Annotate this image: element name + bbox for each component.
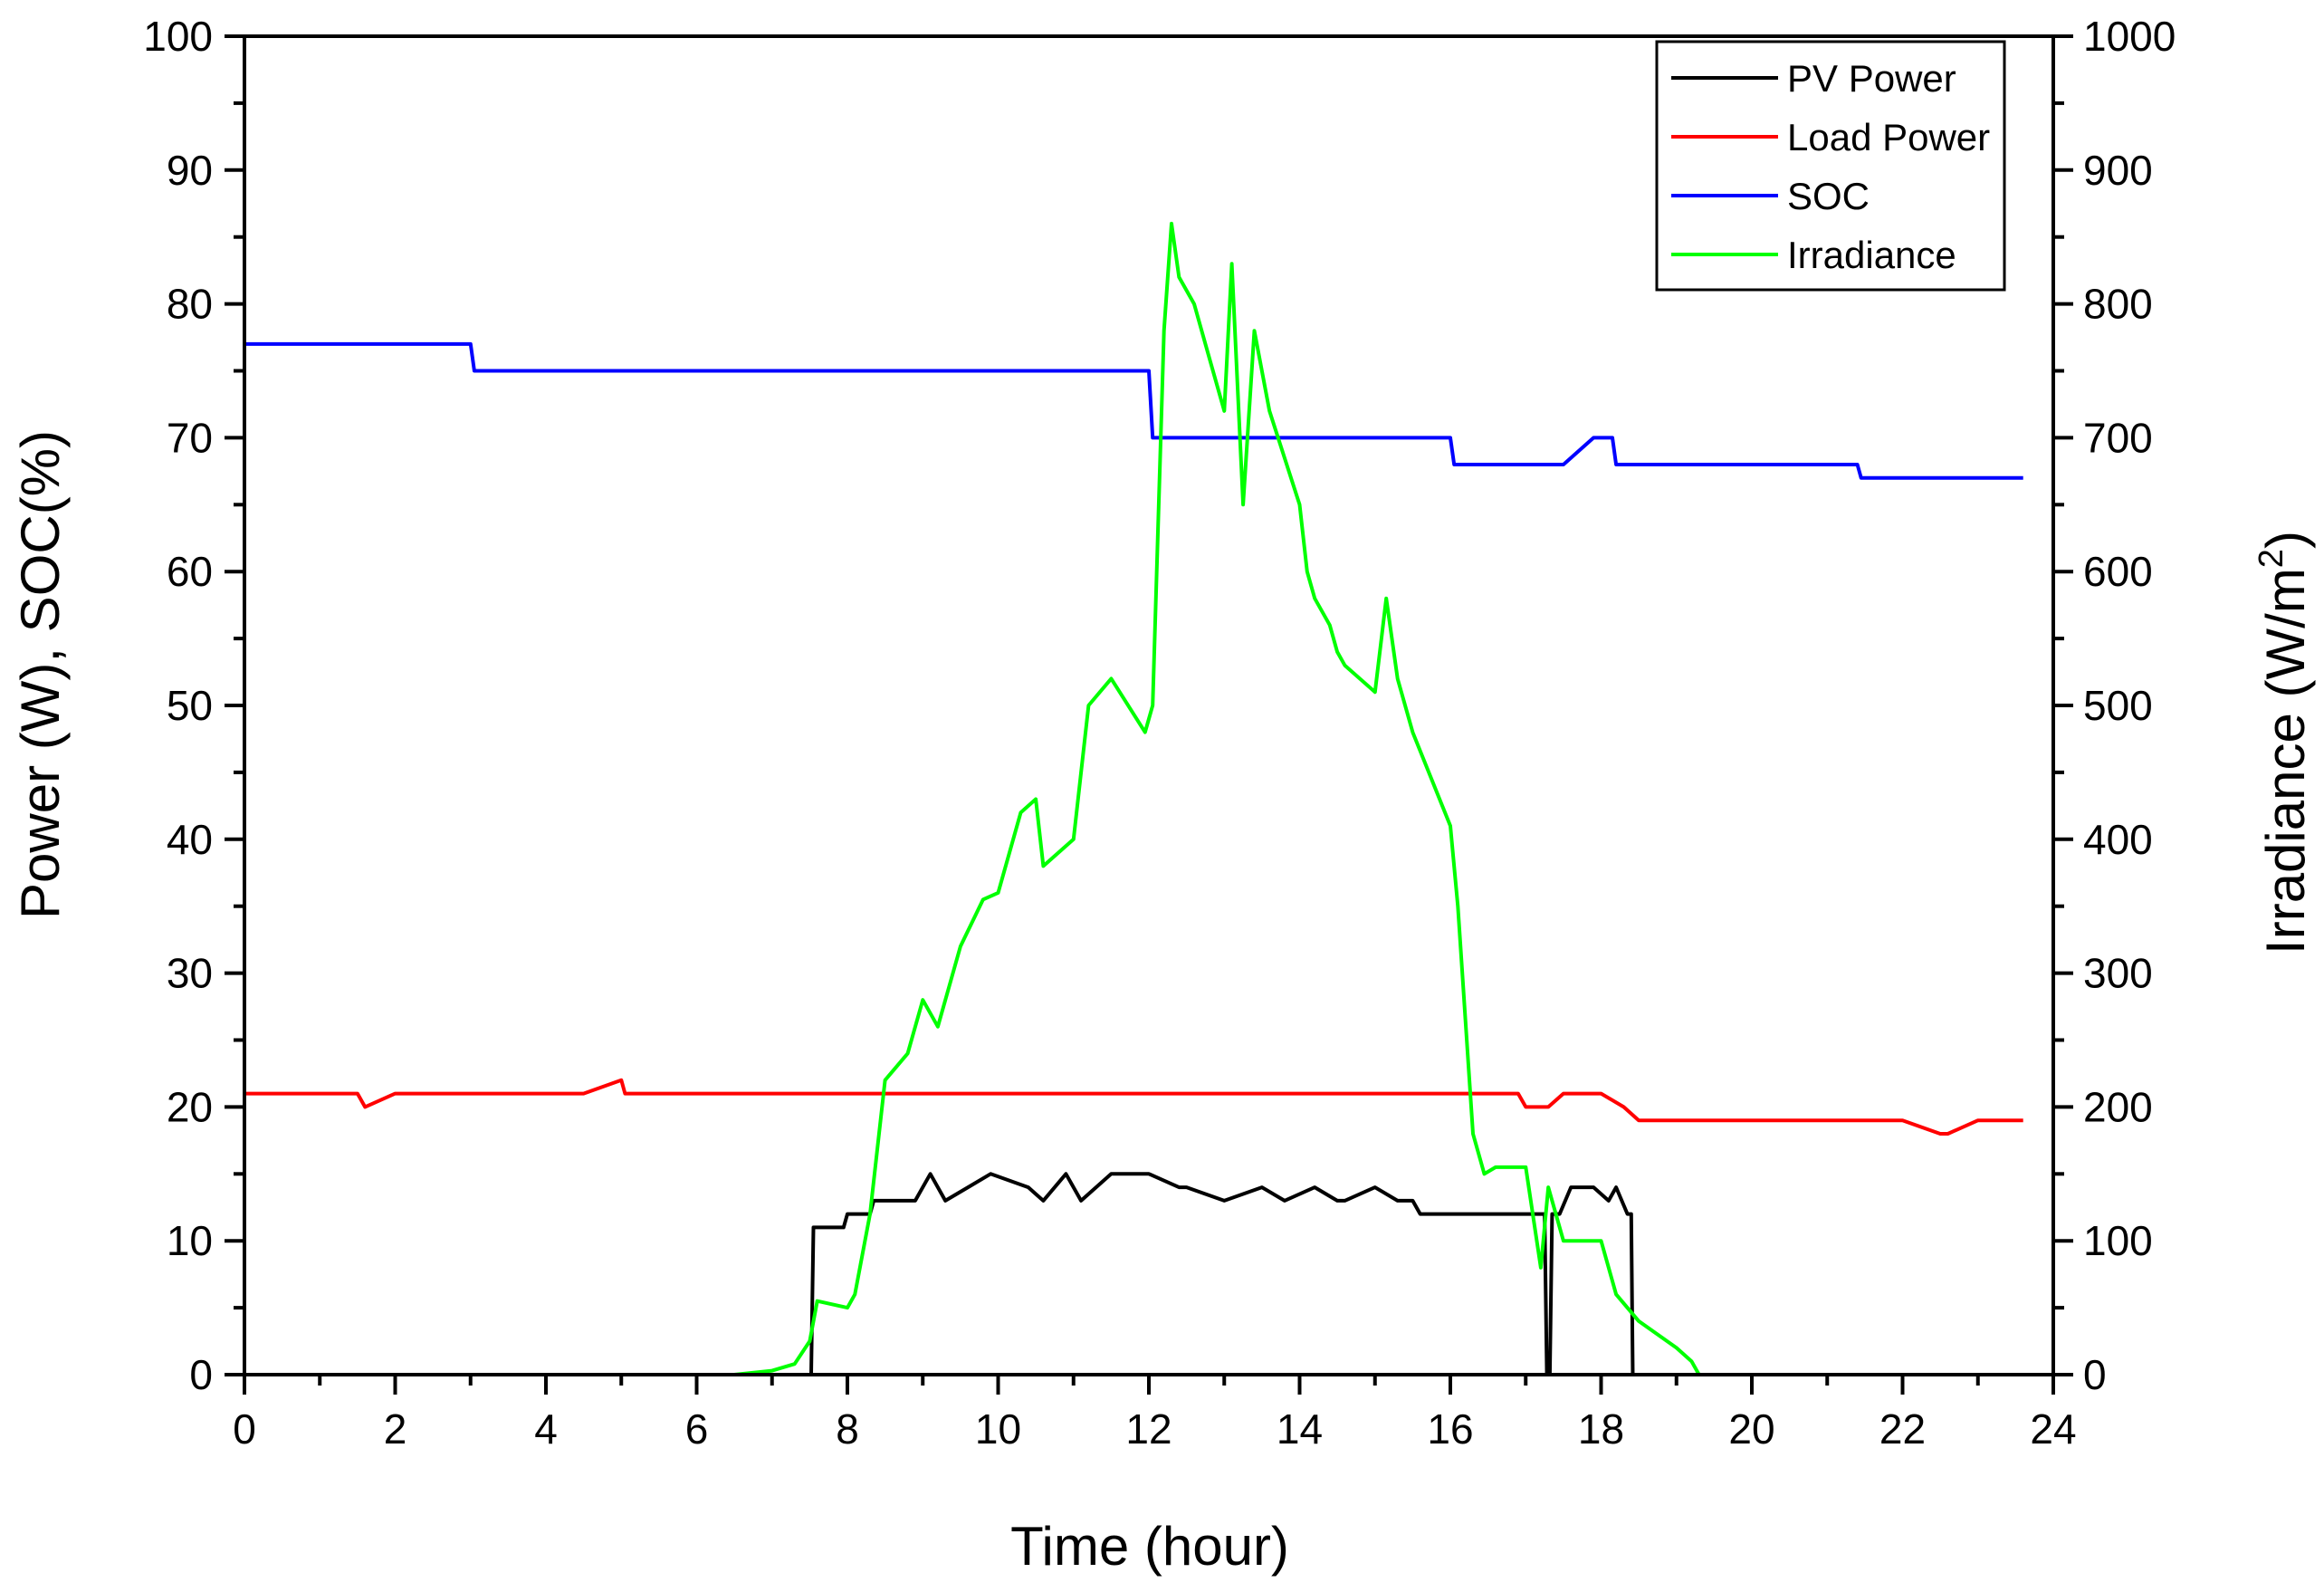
legend-label-pv-power: PV Power bbox=[1787, 57, 1956, 100]
legend-label-soc: SOC bbox=[1787, 175, 1870, 217]
y2-axis-title-superscript: 2 bbox=[2252, 549, 2291, 568]
series-line-soc bbox=[244, 341, 2023, 480]
x-axis-title: Time (hour) bbox=[1010, 1516, 1289, 1577]
x-tick-label: 4 bbox=[534, 1405, 558, 1453]
y2-tick-label: 1000 bbox=[2083, 13, 2176, 60]
y2-tick-label: 700 bbox=[2083, 414, 2153, 461]
x-tick-label: 18 bbox=[1578, 1405, 1624, 1453]
x-tick-label: 16 bbox=[1427, 1405, 1473, 1453]
y-tick-label: 20 bbox=[167, 1083, 213, 1130]
y2-tick-label: 600 bbox=[2083, 548, 2153, 595]
series-line-irradiance bbox=[244, 221, 2053, 1376]
y2-axis-title-main: Irradiance (W/m bbox=[2255, 568, 2316, 954]
legend: PV Power Load Power SOC Irradiance bbox=[1655, 40, 2006, 292]
y-tick-label: 100 bbox=[143, 13, 213, 60]
y-tick-label: 0 bbox=[189, 1351, 213, 1398]
y2-tick-label: 100 bbox=[2083, 1217, 2153, 1264]
x-tick-label: 8 bbox=[836, 1405, 859, 1453]
y2-tick-label: 500 bbox=[2083, 682, 2153, 729]
legend-label-irradiance: Irradiance bbox=[1787, 234, 1956, 276]
series-line-load-power bbox=[244, 1078, 2023, 1136]
y2-tick-label: 0 bbox=[2083, 1351, 2107, 1398]
x-tick-label: 22 bbox=[1879, 1405, 1926, 1453]
x-tick-label: 10 bbox=[975, 1405, 1021, 1453]
y2-tick-label: 800 bbox=[2083, 281, 2153, 328]
axes-layer: 0 2 4 6 8 10 12 14 16 18 20 22 240102030405060708090… bbox=[143, 13, 2176, 1453]
y-tick-label: 70 bbox=[167, 414, 213, 461]
x-tick-label: 2 bbox=[384, 1405, 407, 1453]
y2-tick-label: 900 bbox=[2083, 147, 2153, 194]
y2-axis-title-suffix: ) bbox=[2255, 531, 2316, 549]
series-line-pv-power bbox=[244, 1172, 2053, 1376]
y2-tick-label: 300 bbox=[2083, 950, 2153, 997]
series-layer bbox=[244, 221, 2053, 1376]
y2-tick-label: 200 bbox=[2083, 1083, 2153, 1130]
y-axis-title: Power (W), SOC(%) bbox=[10, 430, 71, 919]
y-tick-label: 30 bbox=[167, 950, 213, 997]
y-tick-label: 50 bbox=[167, 682, 213, 729]
y-tick-label: 60 bbox=[167, 548, 213, 595]
legend-box bbox=[1655, 40, 2006, 292]
y2-axis-title: Irradiance (W/m2) bbox=[2252, 531, 2316, 954]
x-tick-label: 20 bbox=[1728, 1405, 1774, 1453]
y-tick-label: 10 bbox=[167, 1217, 213, 1264]
y-tick-label: 80 bbox=[167, 281, 213, 328]
x-tick-label: 6 bbox=[685, 1405, 709, 1453]
y-tick-label: 90 bbox=[167, 147, 213, 194]
x-tick-label: 0 bbox=[233, 1405, 256, 1453]
y-tick-label: 40 bbox=[167, 816, 213, 863]
legend-label-load-power: Load Power bbox=[1787, 116, 1990, 158]
x-tick-label: 24 bbox=[2030, 1405, 2076, 1453]
x-tick-label: 14 bbox=[1277, 1405, 1323, 1453]
x-tick-label: 12 bbox=[1125, 1405, 1172, 1453]
y2-tick-label: 400 bbox=[2083, 816, 2153, 863]
